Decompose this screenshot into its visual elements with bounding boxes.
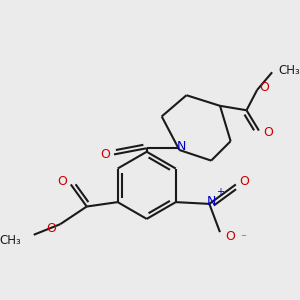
Text: O: O bbox=[226, 230, 236, 243]
Text: O: O bbox=[259, 81, 269, 94]
Text: O: O bbox=[263, 126, 273, 139]
Text: N: N bbox=[206, 195, 216, 208]
Text: ⁻: ⁻ bbox=[240, 233, 246, 243]
Text: O: O bbox=[100, 148, 110, 161]
Text: O: O bbox=[57, 175, 67, 188]
Text: +: + bbox=[216, 188, 224, 197]
Text: CH₃: CH₃ bbox=[0, 234, 21, 247]
Text: N: N bbox=[176, 140, 186, 153]
Text: CH₃: CH₃ bbox=[278, 64, 300, 77]
Text: O: O bbox=[240, 175, 250, 188]
Text: O: O bbox=[46, 222, 56, 235]
